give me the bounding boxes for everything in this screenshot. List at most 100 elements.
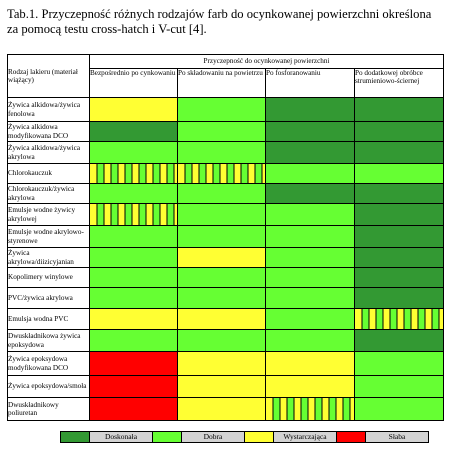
rating-cell: [354, 97, 444, 122]
row-label: Żywica alkidowa modyfikowana DCO: [7, 121, 90, 142]
table-caption: Tab.1. Przyczepność różnych rodzajów far…: [7, 7, 432, 36]
rating-cell: [265, 267, 355, 288]
rating-cell: [177, 287, 266, 309]
legend-swatch: [153, 432, 181, 442]
rating-cell: [89, 203, 178, 226]
rating-cell: [177, 203, 266, 226]
legend-item: Wystarczająca: [244, 431, 337, 443]
row-label: Żywica epoksydowa/smoła: [7, 375, 90, 398]
legend-item: Słaba: [336, 431, 429, 443]
rating-cell: [177, 183, 266, 204]
row-label: Żywica epoksydowa modyfikowana DCO: [7, 351, 90, 376]
rating-cell: [265, 247, 355, 268]
row-label: PVC/żywica akrylowa: [7, 287, 90, 309]
rating-cell: [265, 287, 355, 309]
rating-cell: [354, 287, 444, 309]
row-label: Żywica alkidowa/żywica fenolowa: [7, 97, 90, 122]
row-label: Dwuskładnikowa żywica epoksydowa: [7, 329, 90, 352]
rating-cell: [177, 375, 266, 398]
rating-cell: [89, 141, 178, 164]
rating-cell: [89, 225, 178, 248]
rating-cell: [354, 351, 444, 376]
rating-cell: [177, 397, 266, 421]
row-label: Żywica akrylowa/diizicyjanian: [7, 247, 90, 268]
rating-cell: [354, 225, 444, 248]
table-row: Emulsje wodne żywicy akrylowej: [7, 203, 444, 226]
rating-cell: [354, 308, 444, 330]
column-header: Bezpośrednio po cynkowaniu: [89, 68, 178, 98]
row-label: Emulsja wodna PVC: [7, 308, 90, 330]
rating-cell: [265, 375, 355, 398]
table-row: Żywica alkidowa/żywica fenolowa: [7, 97, 444, 122]
rating-cell: [354, 247, 444, 268]
row-label: Chlorokauczuk/żywica akrylowa: [7, 183, 90, 204]
row-header: Rodzaj lakieru (materiał wiążący): [7, 54, 90, 98]
table-row: Żywica alkidowa modyfikowana DCO: [7, 121, 444, 142]
group-header: Przyczepność do ocynkowanej powierzchni: [89, 54, 444, 69]
row-label: Dwuskładnikowy poliuretan: [7, 397, 90, 421]
table-row: Chlorokauczuk: [7, 163, 444, 184]
rating-cell: [265, 121, 355, 142]
table-body: Żywica alkidowa/żywica fenolowa Żywica al…: [7, 97, 444, 421]
rating-cell: [89, 183, 178, 204]
table-row: Emulsja wodna PVC: [7, 308, 444, 330]
column-header: Po dodatkowej obróbce strumieniowo-ścier…: [354, 68, 444, 98]
rating-cell: [177, 141, 266, 164]
rating-cell: [354, 141, 444, 164]
row-label: Chlorokauczuk: [7, 163, 90, 184]
rating-cell: [177, 308, 266, 330]
rating-cell: [354, 163, 444, 184]
rating-cell: [177, 225, 266, 248]
rating-cell: [354, 183, 444, 204]
rating-cell: [354, 397, 444, 421]
row-label: Kopolimery winylowe: [7, 267, 90, 288]
legend-swatch: [61, 432, 89, 442]
table-row: Kopolimery winylowe: [7, 267, 444, 288]
rating-cell: [89, 397, 178, 421]
legend-item: Doskonała: [60, 431, 153, 443]
rating-cell: [265, 183, 355, 204]
rating-cell: [265, 329, 355, 352]
rating-cell: [89, 375, 178, 398]
legend-label: Dobra: [181, 432, 244, 442]
legend-swatch: [245, 432, 273, 442]
table-row: Dwuskładnikowa żywica epoksydowa: [7, 329, 444, 352]
table-row: Chlorokauczuk/żywica akrylowa: [7, 183, 444, 204]
legend-swatch: [337, 432, 365, 442]
rating-cell: [89, 163, 178, 184]
rating-cell: [89, 121, 178, 142]
column-header: Po składowaniu na powietrzu: [177, 68, 266, 98]
table-row: Żywica akrylowa/diizicyjanian: [7, 247, 444, 268]
legend-label: Doskonała: [89, 432, 152, 442]
rating-cell: [177, 121, 266, 142]
table-row: PVC/żywica akrylowa: [7, 287, 444, 309]
row-label: Żywica alkidowa/żywica akrylowa: [7, 141, 90, 164]
rating-cell: [177, 163, 266, 184]
row-label: Emulsje wodne akrylowo-styrenowe: [7, 225, 90, 248]
rating-cell: [265, 225, 355, 248]
rating-cell: [89, 308, 178, 330]
rating-cell: [354, 121, 444, 142]
rating-cell: [177, 97, 266, 122]
rating-cell: [89, 267, 178, 288]
legend: Doskonała Dobra Wystarczająca Słaba: [60, 431, 429, 443]
rating-cell: [265, 308, 355, 330]
rating-cell: [177, 329, 266, 352]
rating-cell: [89, 351, 178, 376]
rating-cell: [89, 247, 178, 268]
row-label: Emulsje wodne żywicy akrylowej: [7, 203, 90, 226]
rating-cell: [89, 97, 178, 122]
rating-cell: [354, 203, 444, 226]
rating-cell: [89, 287, 178, 309]
rating-cell: [89, 329, 178, 352]
legend-label: Słaba: [365, 432, 428, 442]
rating-cell: [265, 397, 355, 421]
table-row: Żywica alkidowa/żywica akrylowa: [7, 141, 444, 164]
rating-cell: [177, 267, 266, 288]
rating-cell: [177, 351, 266, 376]
rating-cell: [354, 267, 444, 288]
table-row: Żywica epoksydowa modyfikowana DCO: [7, 351, 444, 376]
table-row: Żywica epoksydowa/smoła: [7, 375, 444, 398]
rating-cell: [265, 203, 355, 226]
column-header: Po fosforanowaniu: [265, 68, 355, 98]
